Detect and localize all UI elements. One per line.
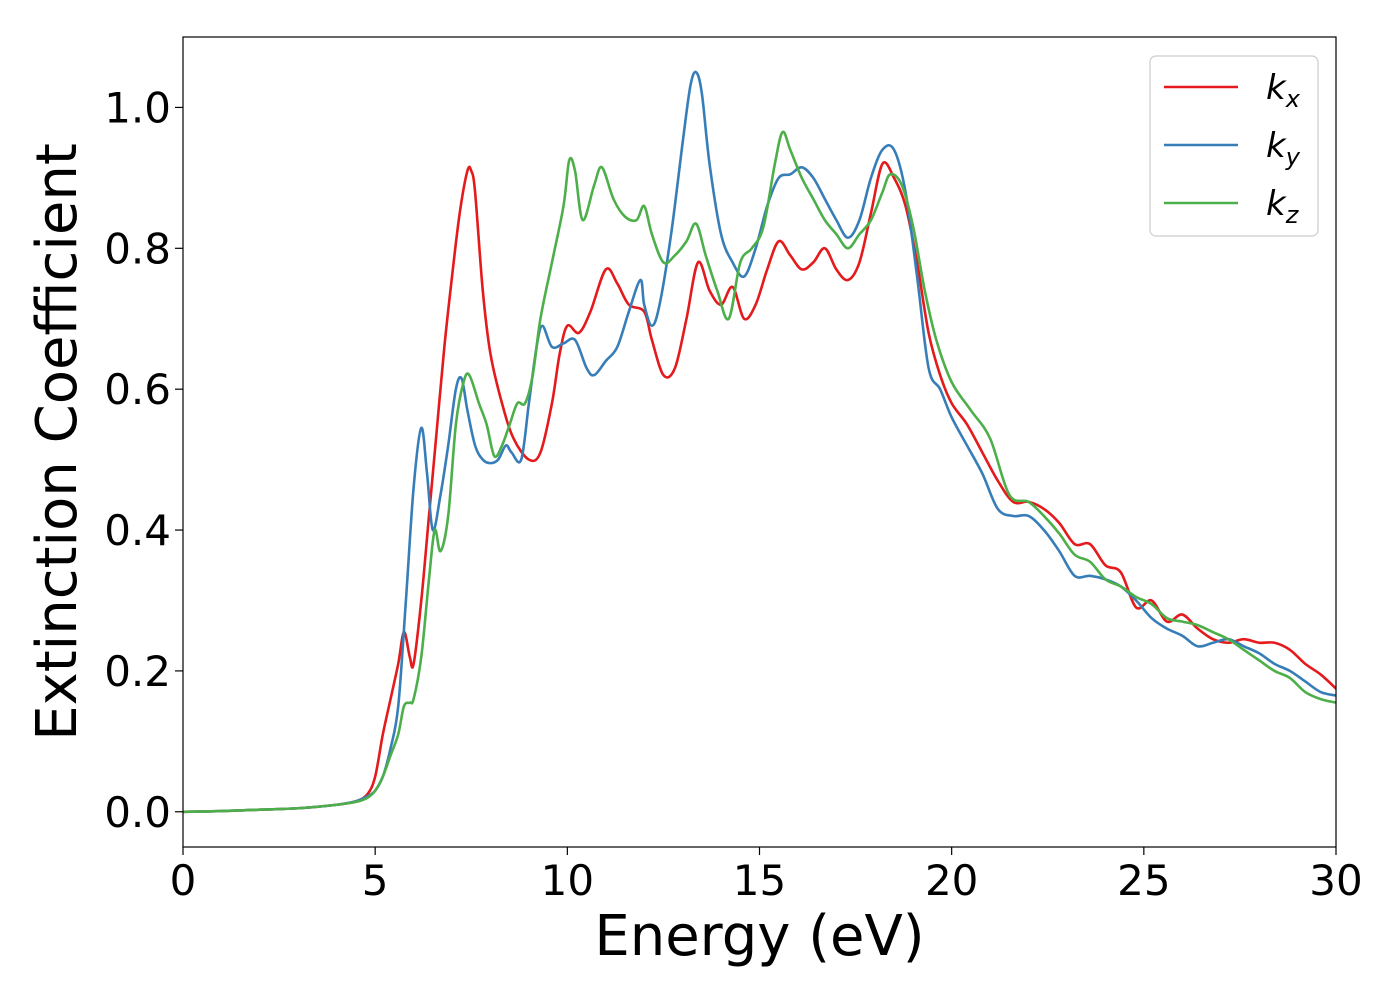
x-axis-title: Energy (eV) [594,904,924,969]
legend-label-main: k [1266,184,1287,224]
y-tick-label: 0.8 [104,224,171,273]
y-tick-label: 0.0 [104,788,171,837]
legend-label-subscript: x [1285,85,1301,113]
x-tick-label: 0 [170,856,197,905]
series-line-kz [183,130,1336,814]
y-tick-label: 0.6 [104,365,171,414]
legend-label-subscript: y [1285,143,1301,171]
y-tick-label: 0.4 [104,506,171,555]
y-axis: 0.0 0.2 0.4 0.6 0.8 1.0 [104,83,183,837]
x-tick-label: 5 [362,856,389,905]
x-axis: 0 5 10 15 20 25 30 [170,847,1363,905]
x-tick-label: 25 [1117,856,1170,905]
legend-label-subscript: z [1285,201,1300,229]
legend-label-main: k [1266,68,1287,108]
legend-label-main: k [1266,126,1287,166]
series-line-ky [183,70,1336,814]
x-tick-label: 15 [733,856,786,905]
x-tick-label: 30 [1309,856,1362,905]
series-layer [183,70,1336,814]
y-axis-title: Extinction Coefficient [25,143,90,741]
y-tick-label: 1.0 [104,83,171,132]
legend-label-ky: ky [1266,126,1301,171]
x-tick-label: 20 [925,856,978,905]
x-tick-label: 10 [541,856,594,905]
y-tick-label: 0.2 [104,647,171,696]
legend-label-kx: kx [1266,68,1301,113]
legend-label-kz: kz [1266,184,1300,229]
